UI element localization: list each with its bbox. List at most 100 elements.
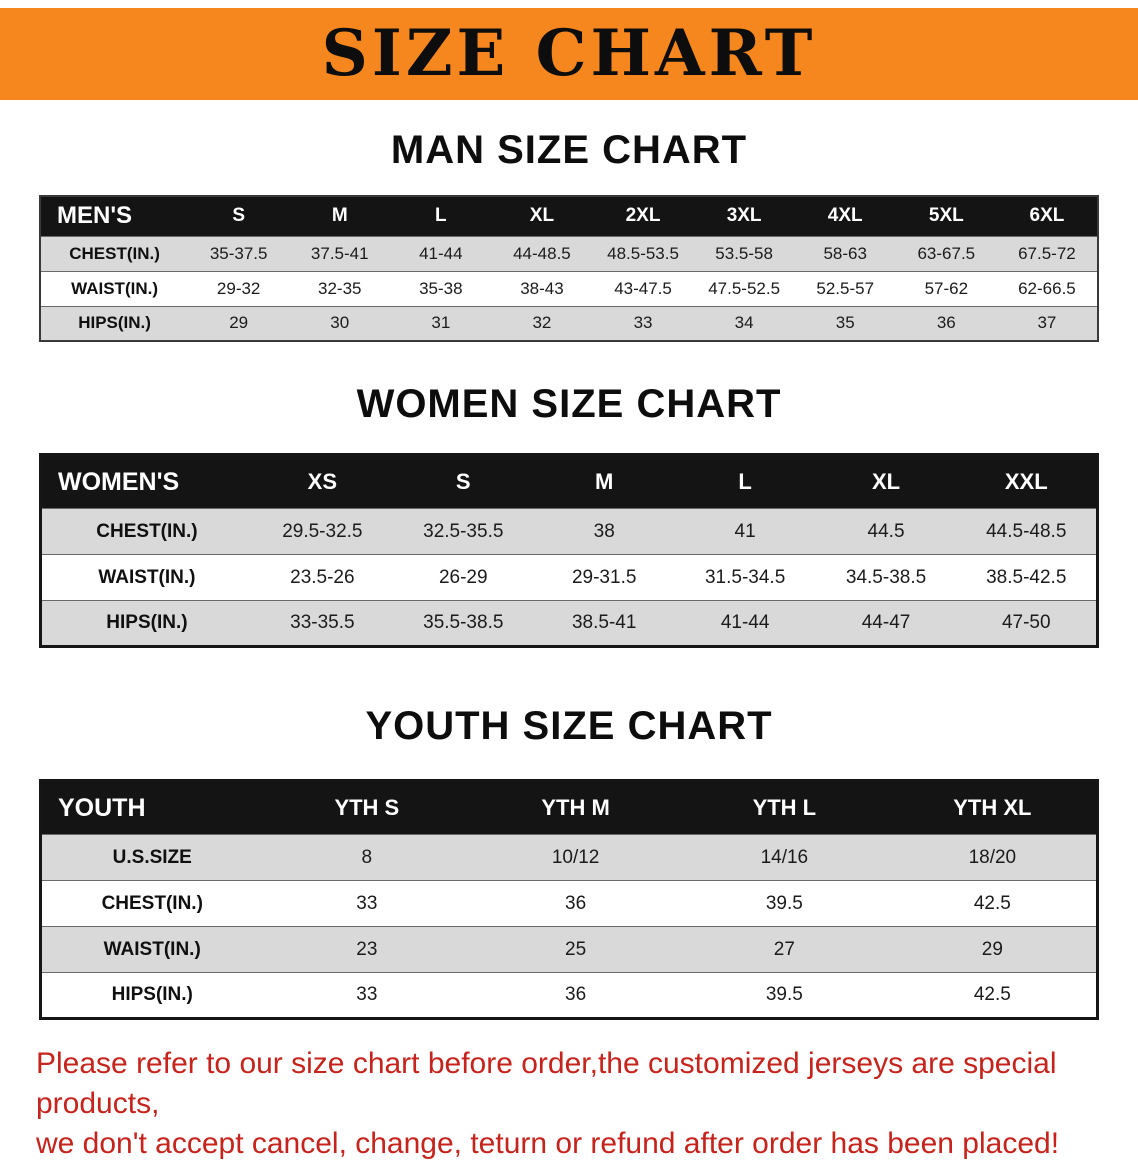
size-value-cell: 36 [565, 892, 587, 914]
size-value-cell: 38-43 [520, 278, 564, 298]
size-column-header: YTH S [262, 780, 472, 835]
size-value-cell: 42.5 [973, 984, 1011, 1005]
size-value-cell: 36 [936, 313, 956, 333]
size-value-cell: 31 [431, 313, 451, 333]
banner-title: SIZE CHART [321, 16, 817, 91]
row-label: CHEST(IN.) [96, 520, 198, 542]
row-label: WAIST(IN.) [98, 566, 196, 588]
size-column-header: YTH XL [888, 780, 1098, 835]
table-header-row: MEN'S S M L XL 2XL 3XL 4XL 5XL 6XL [40, 196, 1098, 236]
size-value-cell: 38.5-42.5 [986, 566, 1067, 588]
measurement-row: CHEST(IN.) 33 36 39.5 42.5 [40, 880, 1098, 927]
row-label: U.S.SIZE [112, 846, 192, 868]
size-value-cell: 23 [356, 938, 378, 960]
size-value-cell: 44.5-48.5 [986, 520, 1067, 542]
size-value-cell: 29 [229, 313, 249, 333]
size-value-cell: 36 [565, 984, 587, 1005]
size-value-cell: 27 [773, 938, 795, 960]
youth-size-section: YOUTH SIZE CHART YOUTH YTH S YTH M YTH L YTH… [0, 704, 1138, 1020]
size-value-cell: 48.5-53.5 [607, 243, 679, 263]
size-value-cell: 14/16 [760, 846, 809, 868]
size-value-cell: 26-29 [438, 566, 488, 588]
size-column-header: S [392, 454, 534, 509]
size-value-cell: 33-35.5 [290, 612, 355, 633]
table-corner-label: MEN'S [40, 196, 189, 236]
youth-size-table: YOUTH YTH S YTH M YTH L YTH XL U.S.SIZE 8 10/12… [39, 779, 1099, 1020]
measurement-row: CHEST(IN.) 29.5-32.5 32.5-35.5 38 41 44.5 44.5… [40, 508, 1098, 555]
size-value-cell: 47-50 [1001, 612, 1051, 633]
size-column-header: YTH L [679, 780, 889, 835]
size-value-cell: 62-66.5 [1018, 278, 1076, 298]
size-value-cell: 38 [593, 520, 615, 542]
size-value-cell: 29 [981, 938, 1003, 960]
table-corner-label: WOMEN'S [40, 454, 252, 509]
size-value-cell: 31.5-34.5 [704, 566, 786, 588]
size-chart-page: SIZE CHART MAN SIZE CHART MEN'S S M L XL 2XL 3… [0, 8, 1138, 1164]
row-label: HIPS(IN.) [106, 612, 188, 633]
row-label: WAIST(IN.) [103, 938, 201, 960]
table-header-row: WOMEN'S XS S M L XL XXL [40, 454, 1098, 509]
measurement-row: WAIST(IN.) 23.5-26 26-29 29-31.5 31.5-34.5 34… [40, 554, 1098, 601]
size-column-header: 6XL [996, 196, 1098, 236]
size-value-cell: 37.5-41 [310, 243, 369, 263]
row-label: CHEST(IN.) [101, 892, 203, 914]
footer-disclaimer: Please refer to our size chart before or… [36, 1044, 1102, 1164]
measurement-row: WAIST(IN.) 29-32 32-35 35-38 38-43 43-47.5 47.… [40, 271, 1098, 306]
men-section-heading: MAN SIZE CHART [390, 128, 748, 172]
size-value-cell: 39.5 [765, 984, 803, 1005]
size-value-cell: 53.5-58 [715, 243, 773, 263]
size-column-header: L [674, 454, 816, 509]
size-value-cell: 32.5-35.5 [423, 520, 504, 542]
size-column-header: XL [491, 196, 593, 236]
size-value-cell: 47.5-52.5 [708, 278, 781, 298]
size-value-cell: 23.5-26 [290, 566, 355, 588]
measurement-row: HIPS(IN.) 33 36 39.5 42.5 [40, 972, 1098, 1019]
row-label: HIPS(IN.) [111, 984, 193, 1005]
size-column-header: XS [251, 454, 393, 509]
row-label: WAIST(IN.) [71, 278, 158, 298]
size-value-cell: 41-44 [720, 612, 770, 633]
row-label: CHEST(IN.) [69, 243, 160, 263]
size-value-cell: 38.5-41 [571, 612, 637, 633]
size-value-cell: 35-38 [419, 278, 463, 298]
size-value-cell: 33 [633, 313, 653, 333]
size-column-header: L [390, 196, 492, 236]
size-value-cell: 35.5-38.5 [423, 612, 504, 633]
size-value-cell: 30 [330, 313, 350, 333]
size-column-header: M [533, 454, 675, 509]
size-value-cell: 42.5 [973, 892, 1011, 914]
size-value-cell: 44-47 [861, 612, 911, 633]
size-column-header: M [289, 196, 391, 236]
size-column-header: 3XL [693, 196, 795, 236]
size-value-cell: 18/20 [968, 846, 1017, 868]
size-value-cell: 29.5-32.5 [282, 520, 363, 542]
size-value-cell: 34.5-38.5 [845, 566, 927, 588]
size-value-cell: 44.5 [867, 520, 905, 542]
size-value-cell: 10/12 [551, 846, 600, 868]
size-column-header: YTH M [471, 780, 680, 835]
size-value-cell: 33 [356, 984, 378, 1005]
women-size-section: WOMEN SIZE CHART WOMEN'S XS S M L XL XXL CHEST(… [0, 382, 1138, 648]
size-value-cell: 43-47.5 [614, 278, 672, 298]
measurement-row: U.S.SIZE 8 10/12 14/16 18/20 [40, 834, 1098, 881]
size-value-cell: 32-35 [318, 278, 362, 298]
women-size-table: WOMEN'S XS S M L XL XXL CHEST(IN.) 29.5-32.5 32.5… [39, 453, 1099, 648]
size-value-cell: 29-31.5 [571, 566, 637, 588]
size-value-cell: 34 [734, 313, 754, 333]
size-value-cell: 41-44 [419, 243, 463, 263]
measurement-row: HIPS(IN.) 29 30 31 32 33 34 35 36 37 [40, 306, 1098, 341]
size-value-cell: 29-32 [216, 278, 261, 298]
size-value-cell: 8 [361, 846, 373, 868]
women-section-heading: WOMEN SIZE CHART [356, 382, 782, 426]
size-column-header: 4XL [794, 196, 896, 236]
size-value-cell: 57-62 [924, 278, 969, 298]
size-column-header: 2XL [592, 196, 694, 236]
measurement-row: WAIST(IN.) 23 25 27 29 [40, 926, 1098, 973]
youth-section-heading: YOUTH SIZE CHART [365, 704, 773, 748]
size-column-header: XXL [956, 454, 1098, 509]
size-value-cell: 33 [356, 892, 378, 914]
size-value-cell: 52.5-57 [816, 278, 875, 298]
table-header-row: YOUTH YTH S YTH M YTH L YTH XL [40, 780, 1098, 835]
size-value-cell: 35 [835, 313, 855, 333]
size-value-cell: 63-67.5 [917, 243, 976, 263]
